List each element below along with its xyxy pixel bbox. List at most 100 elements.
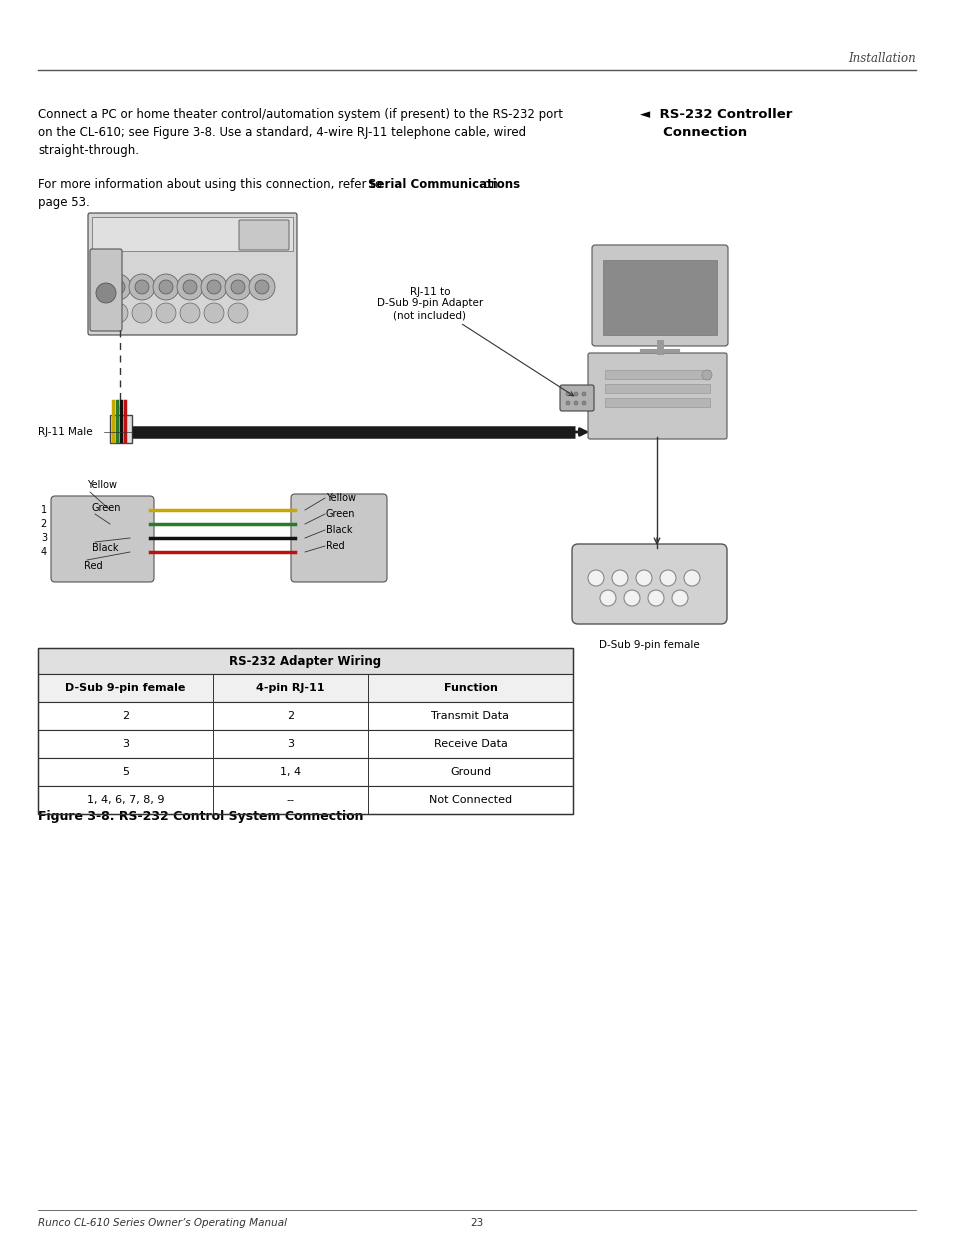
Circle shape bbox=[180, 303, 200, 324]
Text: Green: Green bbox=[326, 509, 355, 519]
Circle shape bbox=[129, 274, 154, 300]
Text: Red: Red bbox=[84, 561, 103, 571]
Circle shape bbox=[574, 401, 578, 405]
Circle shape bbox=[231, 280, 245, 294]
Text: 3: 3 bbox=[287, 739, 294, 748]
Circle shape bbox=[599, 590, 616, 606]
Circle shape bbox=[108, 303, 128, 324]
Text: Yellow: Yellow bbox=[87, 480, 117, 490]
Text: Receive Data: Receive Data bbox=[433, 739, 507, 748]
Text: D-Sub 9-pin female: D-Sub 9-pin female bbox=[65, 683, 186, 693]
Text: --: -- bbox=[286, 795, 294, 805]
FancyBboxPatch shape bbox=[239, 220, 289, 249]
Text: RJ-11 Male: RJ-11 Male bbox=[38, 427, 92, 437]
Circle shape bbox=[204, 303, 224, 324]
Text: RS-232 Adapter Wiring: RS-232 Adapter Wiring bbox=[230, 655, 381, 667]
Text: Black: Black bbox=[326, 525, 352, 535]
Bar bbox=[604, 370, 709, 379]
Circle shape bbox=[228, 303, 248, 324]
Circle shape bbox=[254, 280, 269, 294]
FancyBboxPatch shape bbox=[592, 245, 727, 346]
Circle shape bbox=[201, 274, 227, 300]
Circle shape bbox=[647, 590, 663, 606]
Bar bbox=[38, 701, 573, 730]
Text: 4-pin RJ-11: 4-pin RJ-11 bbox=[256, 683, 324, 693]
Text: Runco CL-610 Series Owner’s Operating Manual: Runco CL-610 Series Owner’s Operating Ma… bbox=[38, 1218, 287, 1228]
Text: page 53.: page 53. bbox=[38, 196, 90, 209]
Bar bbox=[38, 758, 573, 785]
Text: D-Sub 9-pin female: D-Sub 9-pin female bbox=[598, 640, 700, 650]
FancyBboxPatch shape bbox=[110, 415, 132, 443]
Circle shape bbox=[177, 274, 203, 300]
Bar bbox=[91, 217, 293, 251]
Text: 4: 4 bbox=[41, 547, 47, 557]
Circle shape bbox=[587, 571, 603, 585]
Circle shape bbox=[156, 303, 175, 324]
Circle shape bbox=[225, 274, 251, 300]
Text: ◄  RS-232 Controller: ◄ RS-232 Controller bbox=[639, 107, 792, 121]
Bar bbox=[38, 648, 573, 814]
Circle shape bbox=[623, 590, 639, 606]
Circle shape bbox=[135, 280, 149, 294]
Circle shape bbox=[152, 274, 179, 300]
Text: 3: 3 bbox=[41, 534, 47, 543]
Circle shape bbox=[683, 571, 700, 585]
Text: RJ-11 to
D-Sub 9-pin Adapter
(not included): RJ-11 to D-Sub 9-pin Adapter (not includ… bbox=[376, 287, 573, 396]
FancyBboxPatch shape bbox=[291, 494, 387, 582]
Text: 1: 1 bbox=[41, 505, 47, 515]
Text: For more information about using this connection, refer to: For more information about using this co… bbox=[38, 178, 385, 191]
Circle shape bbox=[581, 391, 585, 396]
Text: Installation: Installation bbox=[847, 52, 915, 65]
Text: 2: 2 bbox=[287, 711, 294, 721]
Text: 1, 4, 6, 7, 8, 9: 1, 4, 6, 7, 8, 9 bbox=[87, 795, 164, 805]
Circle shape bbox=[612, 571, 627, 585]
Text: 2: 2 bbox=[122, 711, 129, 721]
FancyBboxPatch shape bbox=[88, 212, 296, 335]
FancyBboxPatch shape bbox=[90, 249, 122, 331]
Text: Connection: Connection bbox=[639, 126, 746, 140]
Bar bbox=[38, 648, 573, 674]
Circle shape bbox=[159, 280, 172, 294]
Text: Not Connected: Not Connected bbox=[429, 795, 512, 805]
Bar bbox=[38, 785, 573, 814]
Text: 3: 3 bbox=[122, 739, 129, 748]
Circle shape bbox=[701, 370, 711, 380]
Circle shape bbox=[96, 283, 116, 303]
Circle shape bbox=[105, 274, 131, 300]
Bar bbox=[38, 674, 573, 701]
Circle shape bbox=[565, 391, 569, 396]
Circle shape bbox=[671, 590, 687, 606]
Text: Red: Red bbox=[326, 541, 344, 551]
Circle shape bbox=[636, 571, 651, 585]
Text: Figure 3-8. RS-232 Control System Connection: Figure 3-8. RS-232 Control System Connec… bbox=[38, 810, 363, 823]
Text: Green: Green bbox=[91, 503, 121, 513]
Circle shape bbox=[574, 391, 578, 396]
Text: on: on bbox=[479, 178, 497, 191]
Text: 1, 4: 1, 4 bbox=[279, 767, 301, 777]
Circle shape bbox=[249, 274, 274, 300]
Text: Black: Black bbox=[91, 543, 118, 553]
Circle shape bbox=[132, 303, 152, 324]
FancyBboxPatch shape bbox=[572, 543, 726, 624]
Bar bbox=[602, 261, 717, 335]
Circle shape bbox=[565, 401, 569, 405]
Text: 2: 2 bbox=[41, 519, 47, 529]
Text: Serial Communications: Serial Communications bbox=[368, 178, 519, 191]
FancyBboxPatch shape bbox=[587, 353, 726, 438]
Text: Connect a PC or home theater control/automation system (if present) to the RS-23: Connect a PC or home theater control/aut… bbox=[38, 107, 562, 157]
Text: Ground: Ground bbox=[450, 767, 491, 777]
Circle shape bbox=[207, 280, 221, 294]
Bar bbox=[604, 384, 709, 393]
Text: Function: Function bbox=[443, 683, 497, 693]
FancyBboxPatch shape bbox=[559, 385, 594, 411]
Bar bbox=[38, 730, 573, 758]
Circle shape bbox=[111, 280, 125, 294]
Text: Transmit Data: Transmit Data bbox=[431, 711, 509, 721]
Circle shape bbox=[659, 571, 676, 585]
Text: Yellow: Yellow bbox=[326, 493, 355, 503]
FancyBboxPatch shape bbox=[51, 496, 153, 582]
Text: 5: 5 bbox=[122, 767, 129, 777]
Text: 23: 23 bbox=[470, 1218, 483, 1228]
Circle shape bbox=[581, 401, 585, 405]
Bar bbox=[604, 398, 709, 408]
